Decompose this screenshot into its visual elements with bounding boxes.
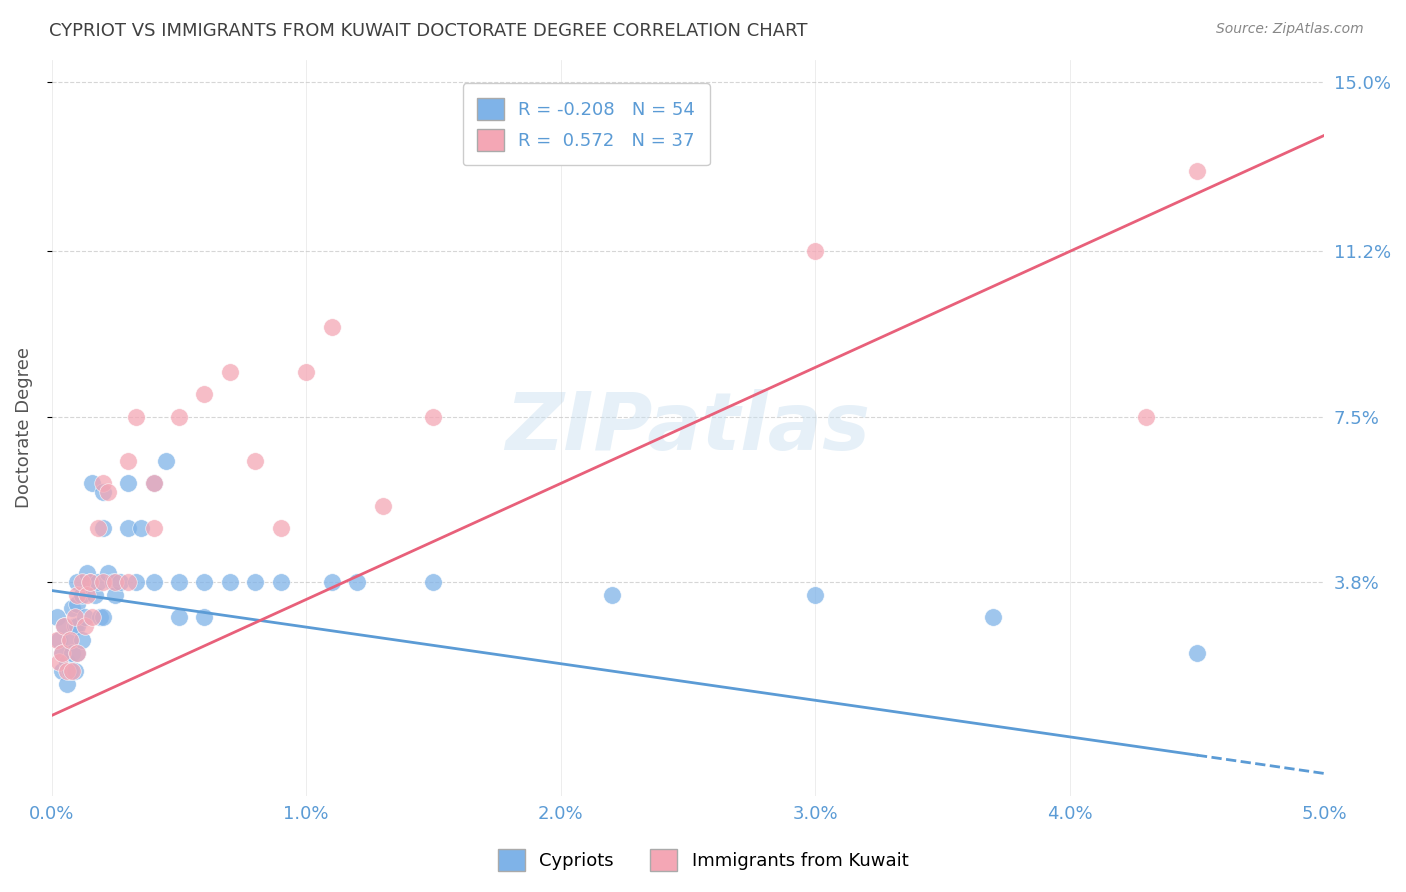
Point	[56, 664, 79, 678]
Point	[58, 664, 80, 678]
Y-axis label: Doctorate Degree: Doctorate Degree	[15, 347, 32, 508]
Point	[117, 574, 139, 589]
Point	[125, 409, 148, 424]
Point	[58, 632, 80, 647]
Point	[91, 610, 114, 624]
Point	[63, 664, 86, 678]
Point	[72, 588, 94, 602]
Point	[321, 320, 343, 334]
Point	[51, 646, 73, 660]
Point	[101, 574, 124, 589]
Point	[117, 476, 139, 491]
Point	[270, 521, 292, 535]
Point	[60, 646, 83, 660]
Point	[48, 655, 70, 669]
Point	[600, 588, 623, 602]
Point	[1185, 646, 1208, 660]
Legend: Cypriots, Immigrants from Kuwait: Cypriots, Immigrants from Kuwait	[491, 842, 915, 879]
Point	[82, 610, 104, 624]
Point	[804, 244, 827, 259]
Point	[66, 597, 89, 611]
Point	[56, 655, 79, 669]
Point	[321, 574, 343, 589]
Point	[58, 632, 80, 647]
Point	[155, 454, 177, 468]
Point	[79, 574, 101, 589]
Point	[219, 574, 242, 589]
Point	[91, 521, 114, 535]
Point	[86, 521, 108, 535]
Point	[104, 574, 127, 589]
Point	[295, 365, 318, 379]
Point	[346, 574, 368, 589]
Point	[104, 588, 127, 602]
Point	[117, 521, 139, 535]
Point	[371, 499, 394, 513]
Point	[981, 610, 1004, 624]
Point	[56, 677, 79, 691]
Text: Source: ZipAtlas.com: Source: ZipAtlas.com	[1216, 22, 1364, 37]
Point	[167, 610, 190, 624]
Text: CYPRIOT VS IMMIGRANTS FROM KUWAIT DOCTORATE DEGREE CORRELATION CHART: CYPRIOT VS IMMIGRANTS FROM KUWAIT DOCTOR…	[49, 22, 807, 40]
Point	[129, 521, 152, 535]
Point	[63, 619, 86, 633]
Point	[422, 409, 444, 424]
Point	[245, 454, 267, 468]
Point	[91, 476, 114, 491]
Point	[142, 574, 165, 589]
Point	[48, 632, 70, 647]
Point	[82, 476, 104, 491]
Point	[270, 574, 292, 589]
Point	[76, 588, 98, 602]
Point	[86, 574, 108, 589]
Point	[193, 574, 215, 589]
Point	[73, 619, 96, 633]
Point	[142, 476, 165, 491]
Point	[66, 619, 89, 633]
Point	[167, 574, 190, 589]
Point	[1185, 164, 1208, 178]
Point	[51, 646, 73, 660]
Point	[66, 574, 89, 589]
Point	[219, 365, 242, 379]
Point	[193, 610, 215, 624]
Point	[167, 409, 190, 424]
Point	[84, 588, 107, 602]
Point	[53, 619, 76, 633]
Point	[1135, 409, 1157, 424]
Point	[91, 485, 114, 500]
Point	[66, 588, 89, 602]
Point	[97, 566, 120, 580]
Point	[60, 601, 83, 615]
Point	[63, 610, 86, 624]
Point	[142, 521, 165, 535]
Point	[193, 387, 215, 401]
Point	[76, 566, 98, 580]
Point	[73, 610, 96, 624]
Text: ZIPatlas: ZIPatlas	[505, 389, 870, 467]
Legend: R = -0.208   N = 54, R =  0.572   N = 37: R = -0.208 N = 54, R = 0.572 N = 37	[463, 83, 710, 165]
Point	[66, 646, 89, 660]
Point	[117, 454, 139, 468]
Point	[804, 588, 827, 602]
Point	[89, 610, 111, 624]
Point	[245, 574, 267, 589]
Point	[72, 574, 94, 589]
Point	[60, 664, 83, 678]
Point	[51, 664, 73, 678]
Point	[125, 574, 148, 589]
Point	[97, 485, 120, 500]
Point	[45, 610, 67, 624]
Point	[53, 619, 76, 633]
Point	[91, 574, 114, 589]
Point	[110, 574, 132, 589]
Point	[422, 574, 444, 589]
Point	[45, 632, 67, 647]
Point	[66, 646, 89, 660]
Point	[142, 476, 165, 491]
Point	[79, 574, 101, 589]
Point	[72, 632, 94, 647]
